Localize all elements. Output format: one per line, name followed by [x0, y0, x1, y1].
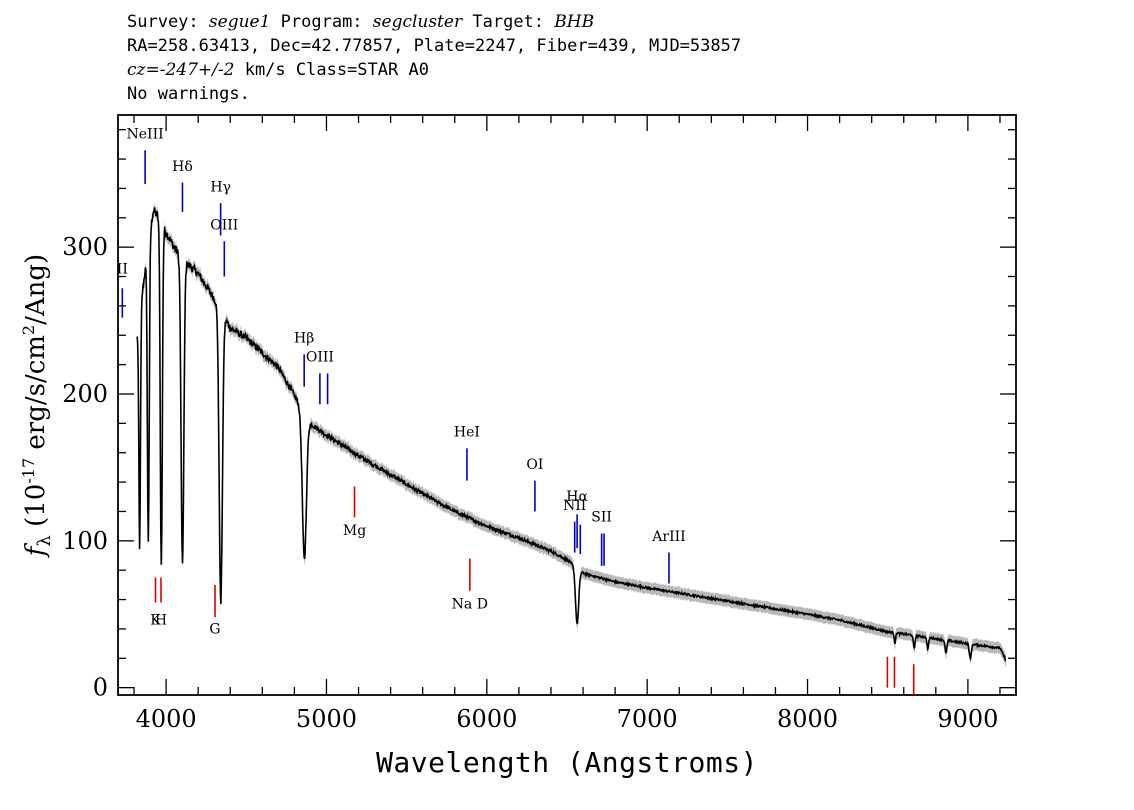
- emission-line-label: HeI: [454, 425, 480, 441]
- x-tick-label: 4000: [136, 705, 197, 733]
- emission-line-label: NeIII: [127, 126, 164, 142]
- x-tick-label: 8000: [777, 705, 838, 733]
- header-line-4: No warnings.: [127, 84, 250, 104]
- absorption-line-label: Na D: [452, 596, 488, 612]
- ylabel-exp: -17: [19, 458, 38, 484]
- program-label: Program:: [280, 12, 363, 32]
- absorption-line-label: G: [209, 621, 220, 637]
- emission-line-label: SII: [591, 510, 612, 526]
- emission-line-label: Hγ: [210, 179, 231, 195]
- emission-line-label: OIII: [210, 218, 238, 234]
- x-tick-label: 6000: [456, 705, 517, 733]
- x-tick-label: 7000: [617, 705, 678, 733]
- x-tick-label: 5000: [296, 705, 357, 733]
- absorption-line-label: H: [155, 613, 167, 629]
- cz-rest: km/s Class=STAR A0: [234, 60, 429, 80]
- emission-line-label: Hδ: [172, 159, 193, 175]
- emission-line-label: ArIII: [651, 529, 685, 545]
- emission-line-label: NII: [563, 498, 586, 514]
- emission-line-label: OIII: [306, 350, 334, 366]
- absorption-line-label: Mg: [343, 523, 366, 539]
- header-line-2: RA=258.63413, Dec=42.77857, Plate=2247, …: [127, 36, 742, 56]
- spectrum-line: [136, 207, 1007, 662]
- y-tick-label: 0: [93, 674, 108, 702]
- ylabel-tail: /Ang): [21, 254, 51, 325]
- target-value: BHB: [554, 12, 595, 32]
- target-label: Target:: [472, 12, 545, 32]
- y-axis-title: fλ (10-17 erg/s/cm2/Ang): [19, 254, 55, 558]
- cz-value: -247+/-2: [159, 60, 235, 80]
- ylabel-base: (10: [21, 484, 51, 536]
- program-value: segcluster: [372, 12, 463, 32]
- error-band: [137, 201, 1007, 667]
- emission-line-label: OI: [526, 457, 543, 473]
- plot-frame: [117, 114, 1017, 696]
- emission-line-label: II: [117, 262, 128, 278]
- x-tick-label: 9000: [937, 705, 998, 733]
- cz-label: cz=: [127, 60, 160, 80]
- header-line-3: cz=-247+/-2 km/s Class=STAR A0: [127, 58, 741, 82]
- absorption-line-label: K: [150, 613, 161, 629]
- y-tick-label: 100: [62, 527, 108, 555]
- ylabel-units: erg/s/cm: [21, 335, 51, 458]
- y-tick-label: 300: [62, 233, 108, 261]
- emission-line-label: Hβ: [294, 331, 314, 347]
- spectrum-header: Survey: segue1 Program: segcluster Targe…: [127, 10, 741, 106]
- ylabel-exp2: 2: [19, 325, 38, 335]
- emission-line-label: Hα: [566, 489, 588, 505]
- x-axis-title: Wavelength (Angstroms): [376, 746, 758, 779]
- ylabel-sub: λ: [34, 535, 55, 546]
- survey-value: segue1: [208, 12, 271, 32]
- y-tick-label: 200: [62, 380, 108, 408]
- survey-label: Survey:: [127, 12, 199, 32]
- header-line-1: Survey: segue1 Program: segcluster Targe…: [127, 10, 741, 34]
